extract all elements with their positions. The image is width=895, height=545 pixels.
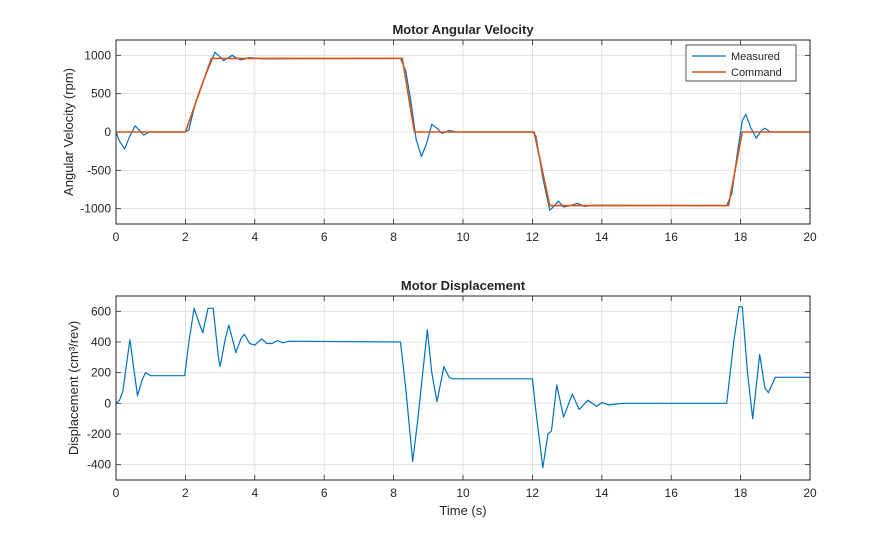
velocity-title: Motor Angular Velocity [392, 22, 534, 37]
displacement-series-line [115, 306, 810, 469]
x-tick-label: 6 [321, 486, 328, 500]
x-tick-label: 14 [595, 230, 609, 244]
x-tick-label: 10 [456, 230, 470, 244]
y-tick-label: -1000 [80, 202, 111, 216]
displacement-axes: 0 2 4 6 8 10 12 14 16 18 20 -400 -200 0 200 400 600 Moto… [66, 278, 817, 518]
y-tick-label: 1000 [84, 48, 111, 62]
displacement-ylabel: Displacement (cm³/rev) [66, 321, 81, 455]
x-tick-label: 6 [321, 230, 328, 244]
y-tick-label: 400 [91, 335, 111, 349]
axes-box [115, 295, 811, 481]
y-tick-label: -400 [87, 458, 111, 472]
y-tick-label: 200 [91, 366, 111, 380]
x-tick-label: 0 [113, 486, 120, 500]
x-tick-label: 18 [734, 486, 748, 500]
x-tick-label: 14 [595, 486, 609, 500]
y-tick-label: -200 [87, 427, 111, 441]
x-tick-label: 4 [251, 486, 258, 500]
y-tick-label: 0 [104, 396, 111, 410]
x-tick-label: 16 [665, 230, 679, 244]
displacement-xlabel: Time (s) [439, 503, 486, 518]
y-tick-label: 600 [91, 304, 111, 318]
command-series-line [116, 57, 810, 207]
displacement-title: Motor Displacement [401, 278, 526, 293]
legend: Measured Command [685, 44, 797, 82]
x-tick-label: 12 [526, 230, 540, 244]
x-tick-label: 2 [182, 486, 189, 500]
x-tick-label: 12 [526, 486, 540, 500]
x-tick-label: 2 [182, 230, 189, 244]
legend-box [685, 44, 797, 82]
x-tick-label: 4 [251, 230, 258, 244]
velocity-ylabel: Angular Velocity (rpm) [61, 68, 76, 196]
legend-label-measured: Measured [731, 51, 780, 63]
x-tick-label: 16 [665, 486, 679, 500]
x-tick-label: 8 [390, 230, 397, 244]
x-tick-label: 8 [390, 486, 397, 500]
y-tick-label: -500 [87, 163, 111, 177]
x-tick-label: 0 [113, 230, 120, 244]
y-tick-label: 500 [91, 87, 111, 101]
x-tick-label: 20 [803, 230, 817, 244]
x-tick-label: 10 [456, 486, 470, 500]
legend-label-command: Command [731, 67, 782, 79]
x-tick-label: 18 [734, 230, 748, 244]
y-tick-label: 0 [104, 125, 111, 139]
x-tick-label: 20 [803, 486, 817, 500]
axes-box [115, 39, 811, 225]
